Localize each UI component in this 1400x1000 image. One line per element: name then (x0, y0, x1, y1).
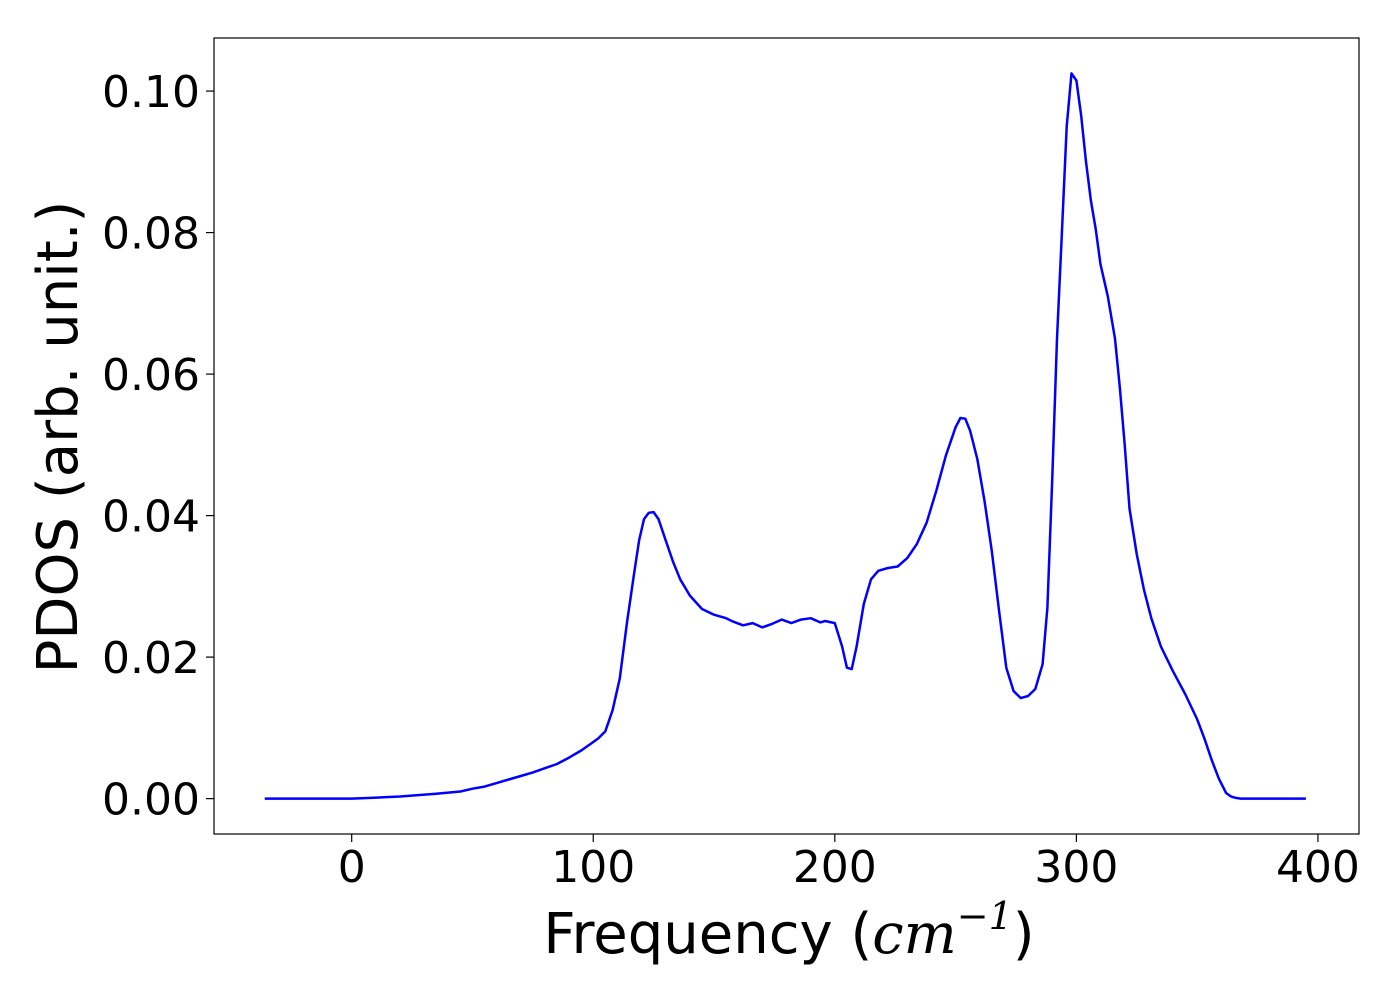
y-tick-label: 0.04 (102, 492, 200, 543)
y-tick-label: 0.08 (102, 209, 200, 260)
y-axis-label: PDOS (arb. unit.) (26, 201, 91, 674)
x-axis-label-unit: cm (872, 902, 956, 967)
y-tick-label: 0.02 (102, 633, 200, 684)
x-tick-label: 300 (1034, 842, 1118, 893)
x-tick-label: 200 (793, 842, 877, 893)
y-tick-label: 0.06 (102, 350, 200, 401)
x-axis-label-paren-open: ( (850, 902, 872, 967)
y-tick-label: 0.10 (102, 67, 200, 118)
x-tick-label: 400 (1276, 842, 1360, 893)
y-tick-label: 0.00 (102, 775, 200, 826)
x-axis-label: Frequency (cm−1) (543, 894, 1034, 967)
x-axis-label-paren-close: ) (1013, 902, 1035, 967)
x-tick-label: 0 (338, 842, 366, 893)
x-tick-label: 100 (551, 842, 635, 893)
plot-layer (264, 72, 1306, 800)
x-axis-label-text: Frequency (543, 902, 832, 967)
x-axis-label-unit-exponent: −1 (957, 894, 1013, 938)
pdos-series-line (264, 72, 1306, 800)
y-axis-ticks: 0.00 0.02 0.04 0.06 0.08 0.10 (102, 67, 214, 826)
plot-frame (213, 37, 1360, 835)
x-axis-ticks: 0 100 200 300 400 (338, 834, 1360, 893)
